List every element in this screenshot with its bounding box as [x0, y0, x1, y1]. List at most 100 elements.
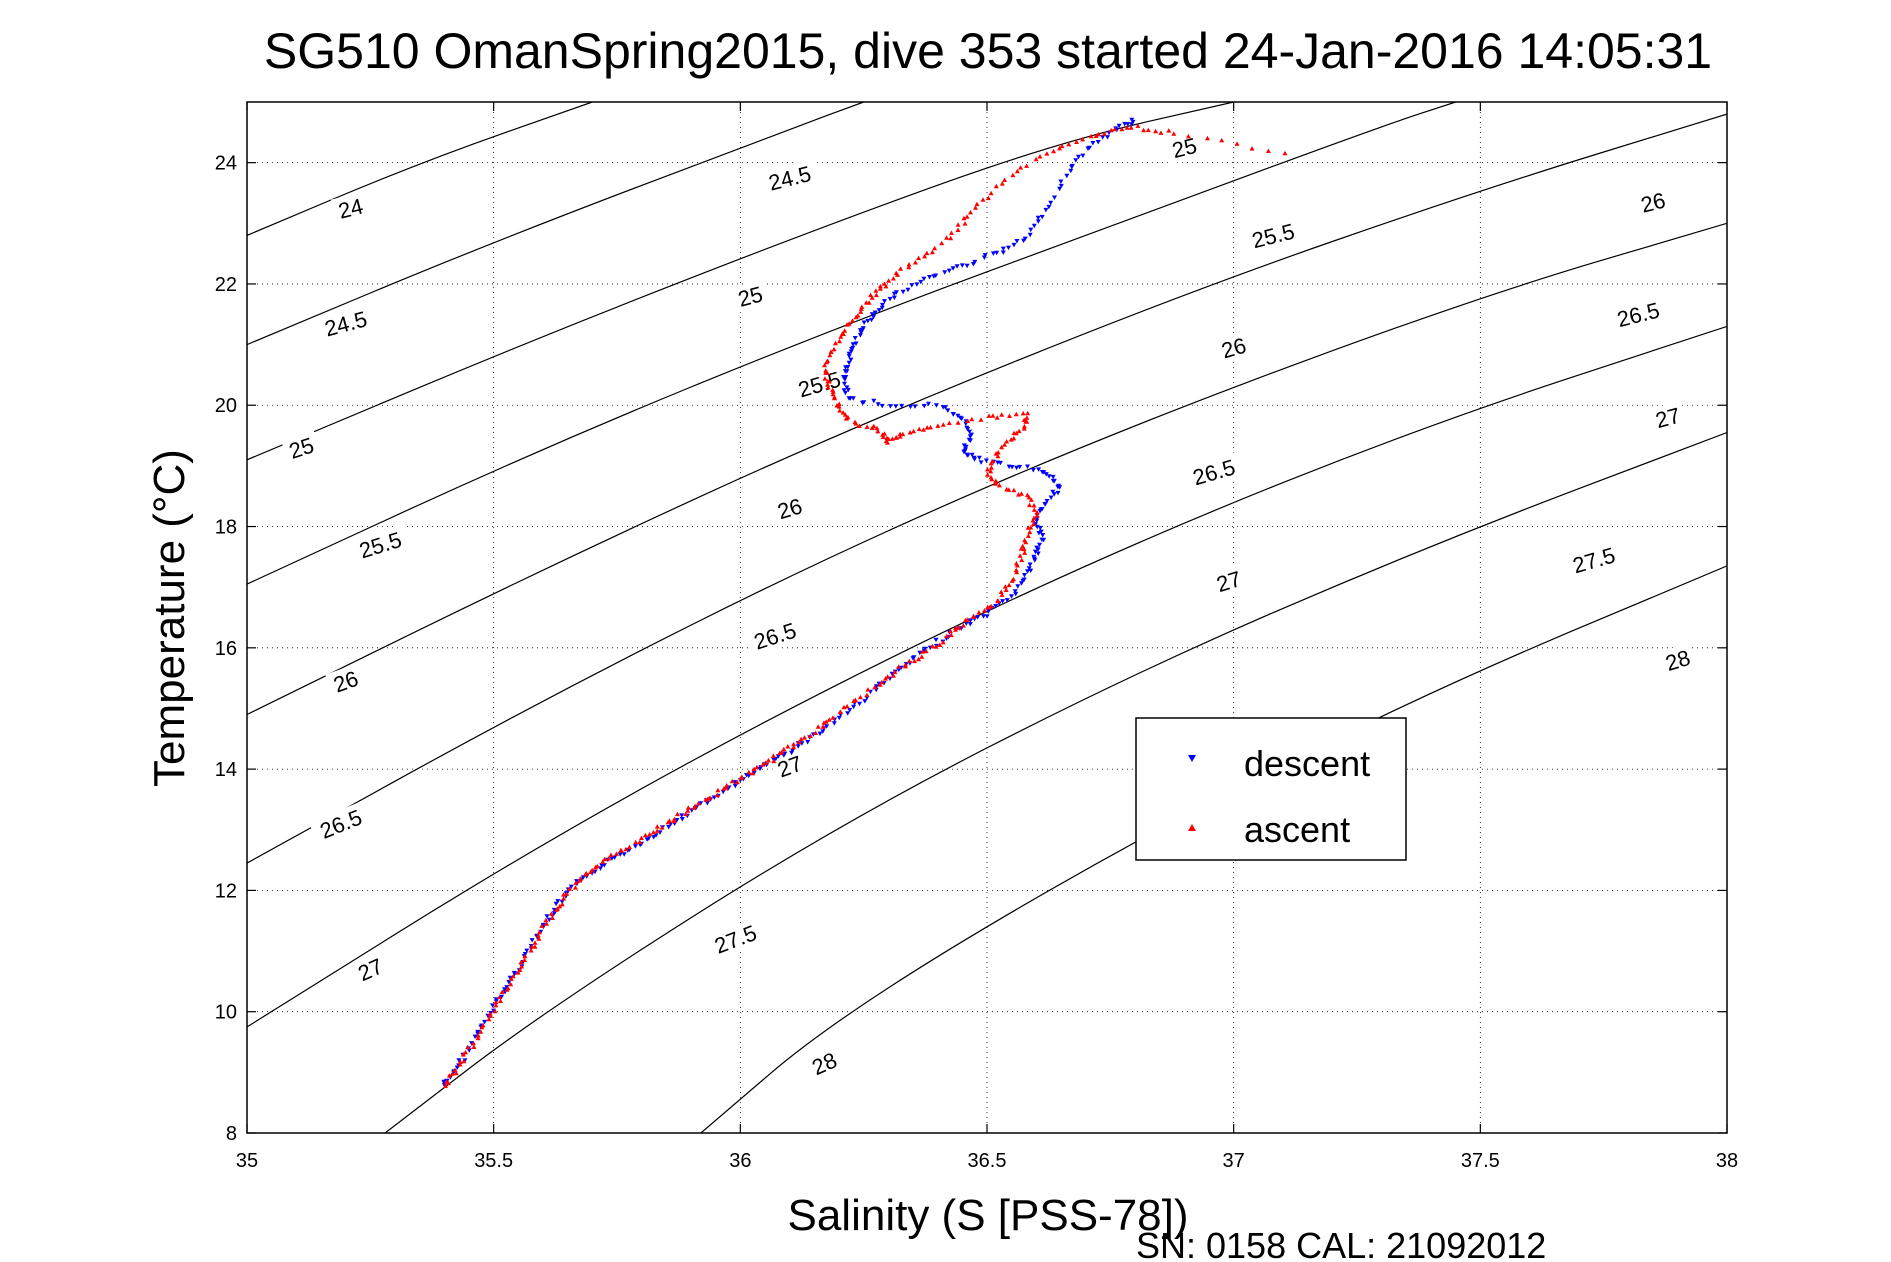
ascent-point	[971, 614, 977, 619]
ascent-point	[944, 235, 950, 240]
descent-point	[875, 402, 881, 407]
descent-point	[862, 699, 868, 704]
descent-point	[899, 403, 905, 409]
descent-point	[846, 351, 852, 357]
descent-point	[1076, 154, 1081, 160]
ascent-point	[930, 643, 935, 649]
descent-point	[933, 637, 939, 643]
ascent-point	[528, 948, 534, 953]
ascent-point	[827, 352, 833, 358]
descent-point	[720, 789, 726, 795]
descent-point	[574, 879, 580, 884]
x-tick-label: 37	[1223, 1150, 1245, 1172]
descent-point	[846, 354, 852, 359]
ascent-point	[1018, 165, 1024, 170]
descent-point	[1043, 472, 1049, 477]
ascent-point	[1171, 131, 1177, 136]
ascent-point	[830, 387, 836, 392]
ascent-point	[834, 403, 840, 408]
descent-point	[852, 336, 858, 341]
descent-point	[790, 748, 796, 753]
ascent-point	[960, 623, 966, 628]
ascent-point	[840, 410, 846, 415]
descent-point	[865, 318, 871, 324]
ascent-point	[453, 1070, 459, 1076]
ascent-point	[639, 835, 644, 840]
ascent-point	[600, 859, 606, 864]
ascent-point	[807, 733, 813, 738]
descent-point	[874, 684, 879, 689]
ascent-point	[869, 295, 875, 300]
density-contour-26.5	[247, 222, 1727, 864]
descent-point	[966, 437, 972, 443]
ascent-point	[666, 818, 672, 823]
descent-point	[568, 884, 574, 890]
contour-label: 27	[1648, 400, 1688, 435]
legend-descent-label: descent	[1244, 743, 1370, 784]
ascent-point	[637, 839, 643, 845]
ascent-point	[823, 719, 829, 724]
descent-point	[1090, 141, 1096, 146]
ascent-point	[929, 249, 935, 255]
descent-point	[871, 398, 877, 404]
descent-point	[850, 342, 856, 347]
legend-ascent-marker	[1188, 824, 1196, 831]
ascent-point	[822, 362, 828, 368]
descent-point	[967, 622, 973, 627]
contour-label-background	[325, 663, 367, 700]
ascent-point	[1153, 128, 1159, 134]
ascent-point	[837, 709, 843, 715]
ascent-point	[1002, 584, 1008, 589]
descent-point	[1073, 158, 1079, 163]
descent-point	[849, 347, 855, 352]
ascent-point	[885, 674, 891, 679]
ascent-point	[928, 424, 933, 430]
ascent-point	[1024, 492, 1030, 498]
ascent-point	[937, 642, 943, 647]
ascent-point	[940, 422, 946, 427]
ascent-point	[446, 1073, 452, 1078]
ascent-point	[729, 778, 735, 784]
ascent-point	[828, 349, 834, 354]
contour-label-background	[1648, 400, 1688, 435]
ascent-point	[1030, 518, 1036, 523]
descent-point	[975, 615, 981, 620]
ascent-point	[841, 331, 846, 337]
descent-point	[950, 266, 956, 271]
y-tick-label: 12	[215, 880, 237, 902]
descent-point	[1068, 168, 1074, 174]
density-contour-25	[247, 102, 1234, 461]
ascent-point	[877, 286, 883, 291]
descent-point	[1038, 507, 1044, 512]
ascent-point	[922, 253, 928, 259]
ascent-point	[1013, 430, 1019, 436]
descent-point	[911, 655, 917, 660]
ascent-point	[844, 703, 850, 709]
descent-point	[968, 618, 973, 623]
descent-point	[805, 740, 811, 745]
ascent-point	[978, 417, 984, 422]
descent-point	[995, 460, 1001, 465]
ascent-point	[968, 209, 973, 215]
ascent-point	[999, 592, 1005, 597]
descent-point	[1058, 183, 1064, 189]
ascent-point	[1004, 439, 1010, 444]
descent-point	[993, 604, 999, 609]
descent-point	[472, 1034, 478, 1040]
ascent-point	[549, 911, 554, 916]
descent-point	[1025, 464, 1030, 469]
contour-label-text: 24	[336, 193, 366, 223]
density-contour-26	[247, 113, 1727, 716]
y-tick-label: 16	[215, 638, 237, 660]
descent-point	[1012, 589, 1018, 594]
descent-point	[1015, 584, 1021, 589]
descent-point	[632, 844, 638, 849]
descent-point	[1041, 537, 1047, 543]
descent-point	[679, 817, 685, 822]
contour-label-background	[1213, 330, 1254, 365]
descent-point	[909, 283, 915, 288]
ascent-point	[1011, 576, 1016, 582]
ascent-point	[557, 903, 563, 909]
descent-point	[441, 1079, 447, 1085]
ascent-point	[893, 435, 899, 440]
